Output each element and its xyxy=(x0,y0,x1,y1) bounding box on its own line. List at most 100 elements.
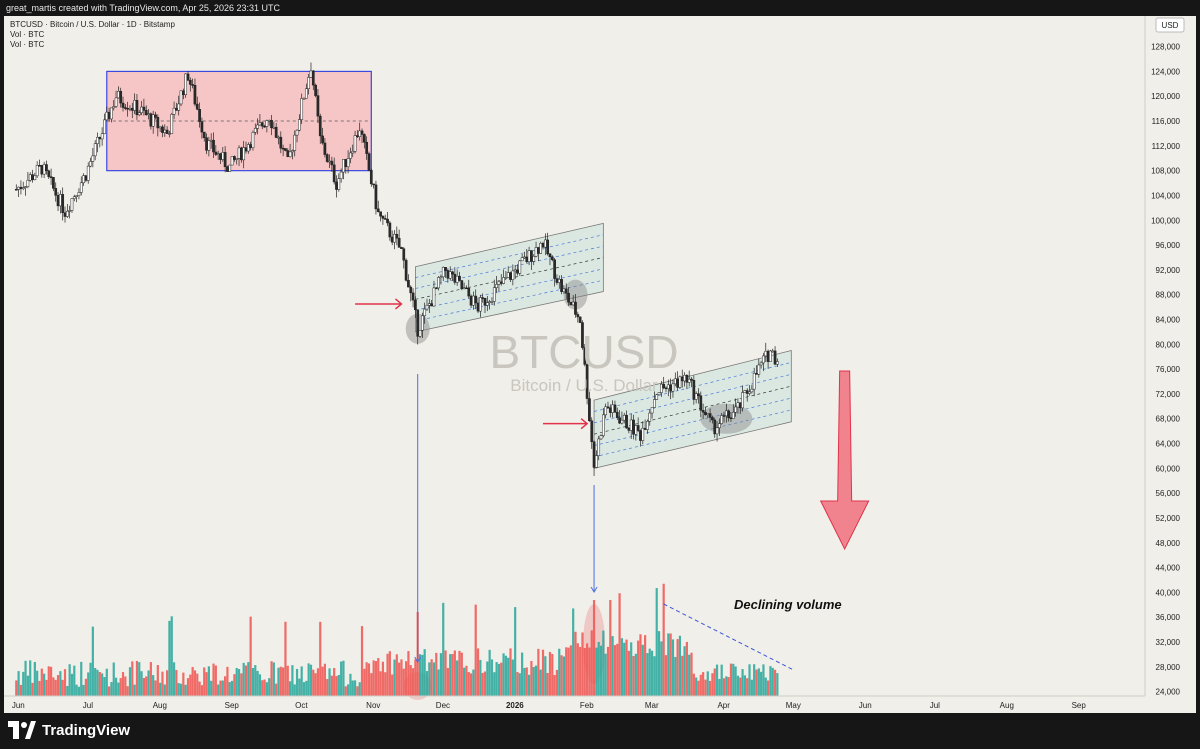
volume-bar xyxy=(80,661,83,696)
volume-bar xyxy=(133,684,136,696)
candle xyxy=(660,380,663,397)
volume-bar xyxy=(685,641,688,696)
candle-body xyxy=(766,350,770,362)
candle-body xyxy=(495,284,498,288)
candle-body xyxy=(543,239,547,248)
volume-bar xyxy=(574,631,577,696)
volume-bar xyxy=(182,672,185,696)
volume-bar xyxy=(671,639,675,696)
candle-body xyxy=(752,373,756,390)
candle-body xyxy=(17,186,20,190)
volume-bar xyxy=(244,665,248,696)
volume-bar xyxy=(442,602,445,696)
candle xyxy=(26,171,30,189)
candle xyxy=(548,252,552,266)
candle-body xyxy=(421,315,424,331)
y-tick-label: 40,000 xyxy=(1156,588,1181,597)
candle xyxy=(151,110,155,134)
candle-body xyxy=(186,73,190,81)
candle-body xyxy=(469,295,473,306)
candle xyxy=(776,358,779,368)
price-axis[interactable]: 24,000 28,000 32,000 36,000 40,000 44,000 48,0… xyxy=(1144,16,1196,713)
declining-volume-label: Declining volume xyxy=(734,597,842,612)
candle-body xyxy=(583,347,587,365)
volume-bar xyxy=(766,680,770,696)
candle xyxy=(212,132,215,159)
candle-body xyxy=(135,100,139,116)
candle-body xyxy=(28,174,32,181)
drawings-back xyxy=(106,70,792,700)
volume-bar xyxy=(683,646,686,696)
candle-body xyxy=(332,164,336,183)
candle xyxy=(604,403,608,419)
volume-bar xyxy=(732,663,735,696)
volume-bar xyxy=(748,664,751,696)
candle xyxy=(274,123,278,139)
candle xyxy=(365,136,369,160)
candle-body xyxy=(685,374,689,383)
volume-bar xyxy=(650,650,654,696)
candle xyxy=(715,421,719,442)
volume-bar xyxy=(623,642,626,696)
candle-body xyxy=(14,188,18,191)
candle-body xyxy=(666,384,670,389)
volume-bar xyxy=(140,671,143,696)
volume-bar xyxy=(688,654,691,696)
volume-bar xyxy=(121,672,125,696)
tradingview-logo[interactable]: TradingView xyxy=(8,721,130,739)
volume-bar xyxy=(288,681,292,696)
volume-bar xyxy=(156,665,159,696)
volume-bar xyxy=(210,680,213,696)
candle-body xyxy=(578,316,582,323)
volume-bars xyxy=(15,583,779,696)
channel-1-level xyxy=(415,268,604,311)
candle-body xyxy=(699,395,703,411)
candle-body xyxy=(595,455,598,468)
candle xyxy=(381,215,385,225)
candle-body xyxy=(52,177,55,189)
candle-body xyxy=(244,147,248,152)
volume-bar xyxy=(421,654,424,696)
currency-badge[interactable] xyxy=(1155,17,1185,33)
volume-bar xyxy=(576,643,579,696)
volume-bar xyxy=(483,671,487,696)
y-tick-label: 116,000 xyxy=(1152,117,1181,126)
candle-body xyxy=(202,131,206,138)
candle-body xyxy=(33,175,37,180)
volume-bar xyxy=(119,678,122,696)
candle-body xyxy=(31,174,34,180)
volume-bar xyxy=(319,621,322,696)
volume-bar xyxy=(757,668,760,696)
volume-bar xyxy=(762,664,765,696)
candle-body xyxy=(235,158,239,160)
volume-bar xyxy=(340,661,343,696)
candle-body xyxy=(743,390,747,393)
candle-body xyxy=(137,112,141,116)
volume-bar xyxy=(237,669,241,696)
candle-body xyxy=(47,170,51,177)
candle xyxy=(560,275,563,295)
candle xyxy=(613,400,617,414)
channel-1-level xyxy=(415,279,604,322)
footer-bar: TradingView xyxy=(0,713,1200,749)
candle xyxy=(142,98,146,116)
time-axis[interactable]: Jun Jul Aug Sep Oct Nov Dec 2026 Feb Mar Apr May Jun… xyxy=(4,695,1145,710)
candle-body xyxy=(381,215,385,219)
volume-bar xyxy=(384,672,387,696)
volume-bar xyxy=(73,665,76,696)
candle-body xyxy=(140,106,143,113)
candle xyxy=(291,149,294,160)
price-chart[interactable]: BTCUSD Bitcoin / U.S. Dollar Declining v… xyxy=(4,16,1196,713)
candle-body xyxy=(599,435,603,440)
volume-bar xyxy=(63,669,67,696)
volume-bar xyxy=(490,659,494,696)
candle-body xyxy=(537,247,540,254)
candle-body xyxy=(105,111,109,121)
volume-bar xyxy=(439,653,443,696)
volume-bar xyxy=(184,684,187,696)
candle xyxy=(567,287,570,306)
candle-body xyxy=(601,414,605,436)
candle xyxy=(581,320,584,350)
candle xyxy=(671,379,675,398)
candle xyxy=(601,408,605,438)
